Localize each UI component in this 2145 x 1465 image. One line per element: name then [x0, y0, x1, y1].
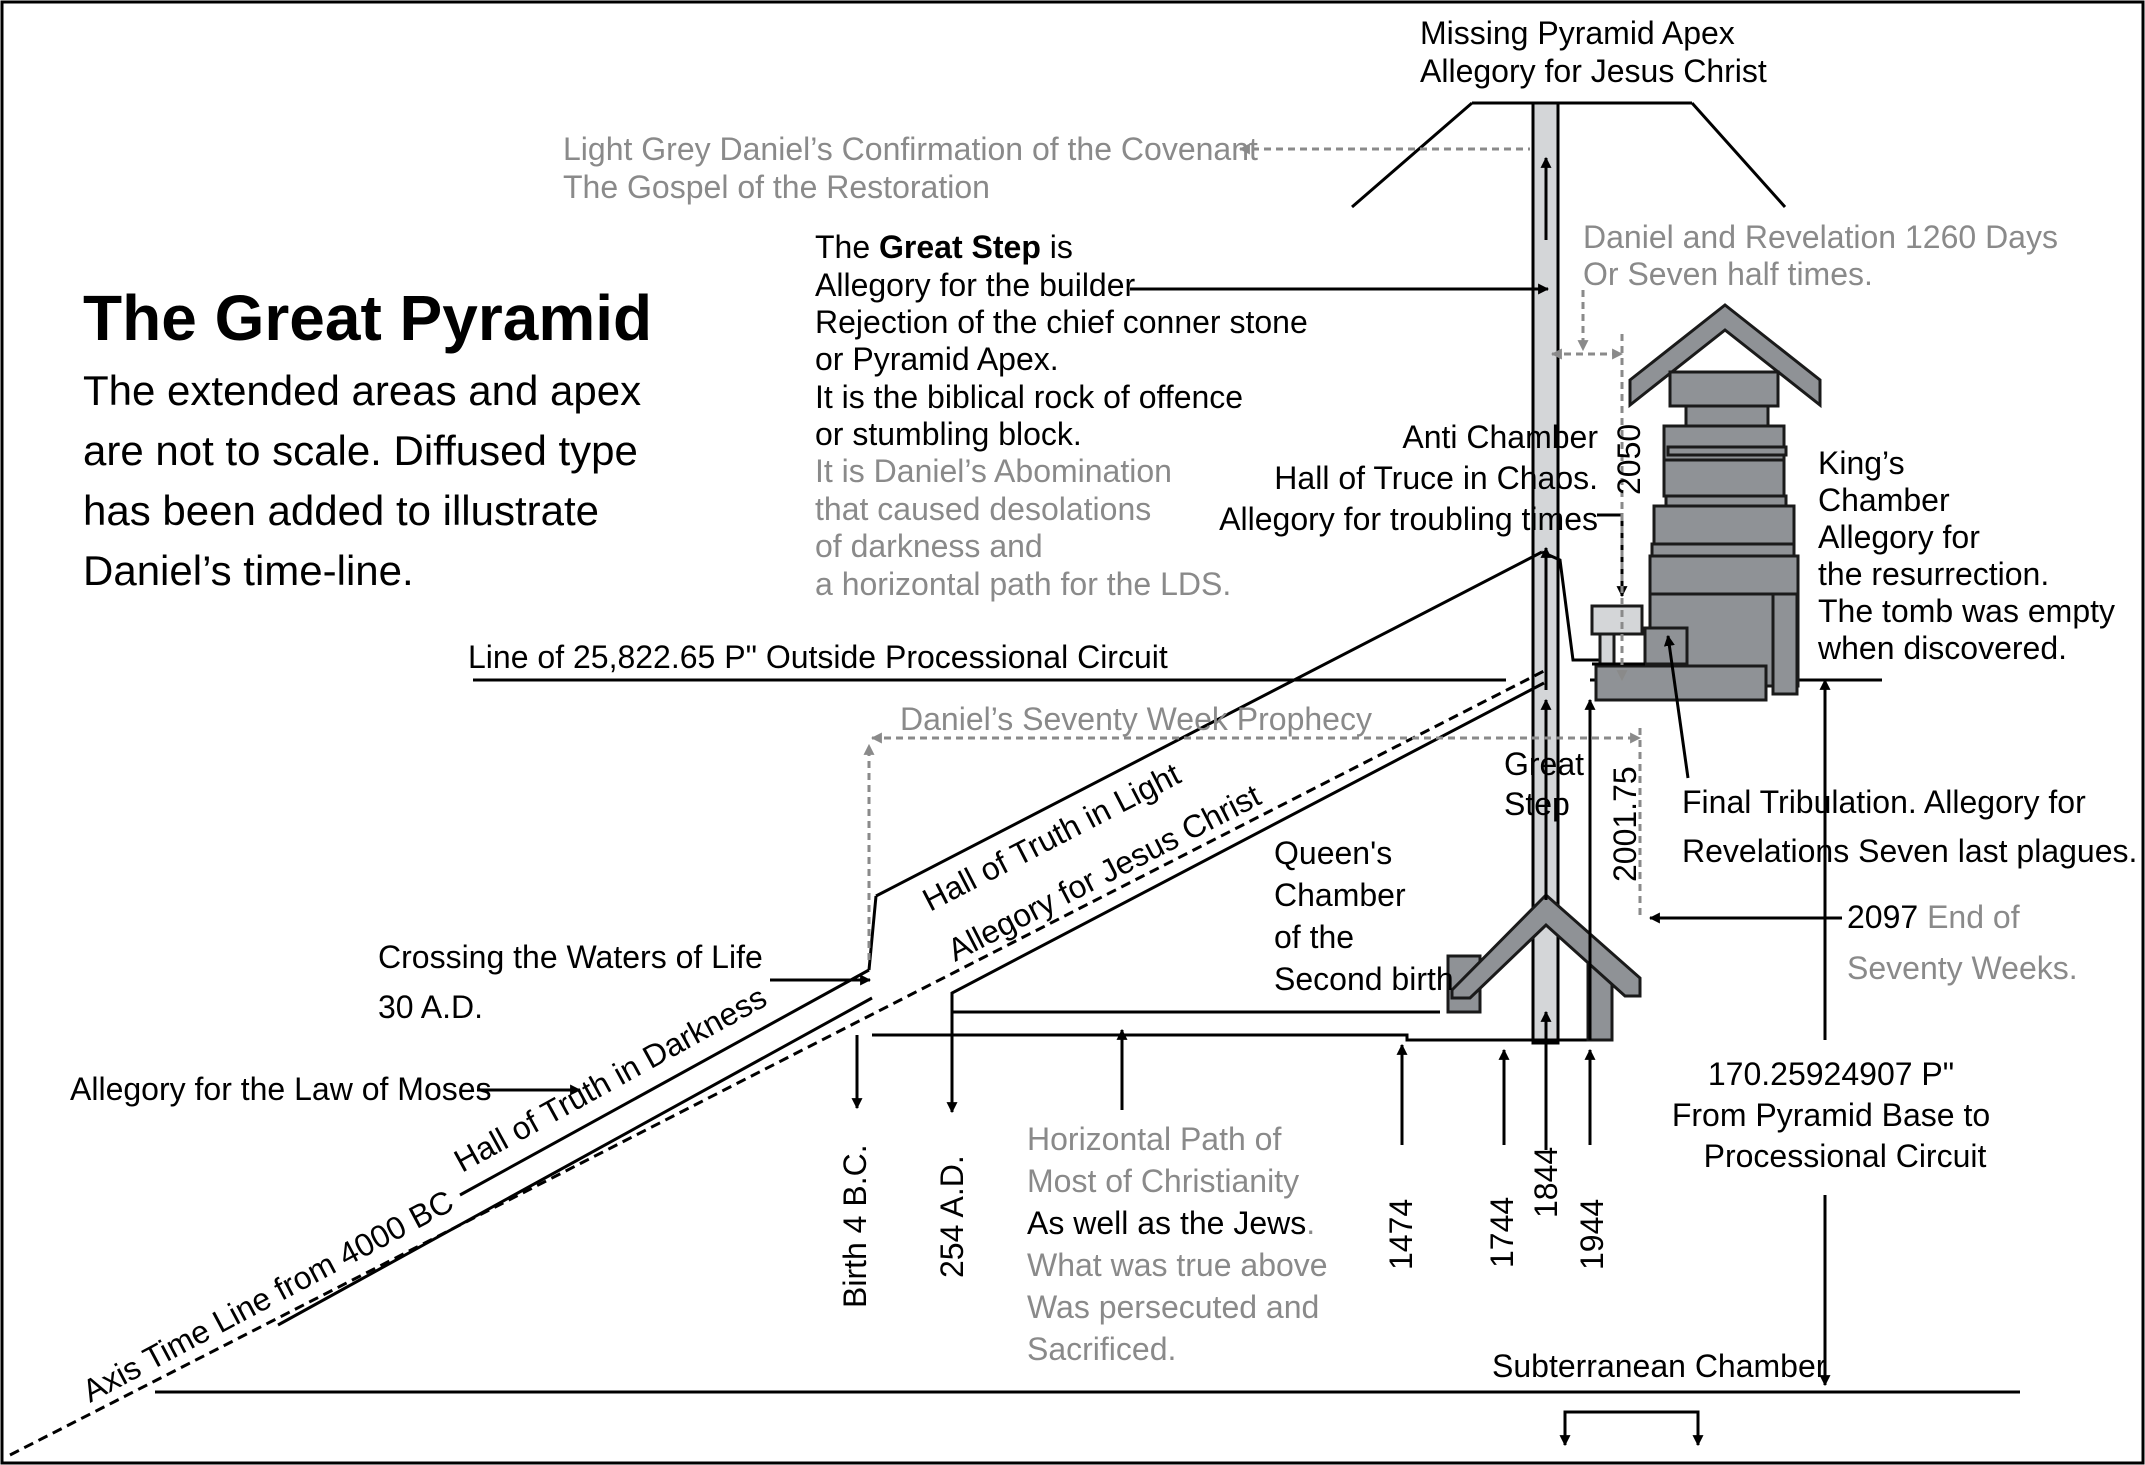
page-title: The Great Pyramid [83, 282, 652, 354]
great-step-line: Rejection of the chief conner stone [815, 304, 1308, 340]
horizontal-path-line: Sacrificed. [1027, 1331, 1176, 1367]
daniel-revelation-label: Daniel and Revelation 1260 Days [1583, 219, 2058, 255]
subterranean-label: Subterranean Chamber [1492, 1348, 1827, 1384]
great-step-line: It is the biblical rock of offence [815, 379, 1243, 415]
daniel-revelation-label: Or Seven half times. [1583, 256, 1873, 292]
apex-label: Missing Pyramid Apex [1420, 15, 1735, 51]
great-step-line: or Pyramid Apex. [815, 341, 1059, 377]
hall-darkness-line-upper [459, 968, 870, 1197]
great-step-line-grey: that caused desolations [815, 491, 1151, 527]
ad-254-label: 254 A.D. [934, 1155, 970, 1278]
great-step-line-grey: It is Daniel’s Abomination [815, 453, 1172, 489]
end-seventy-label: 2097 End of [1847, 899, 2020, 935]
great-step-label: Step [1504, 786, 1570, 822]
apex-left-side [1351, 101, 1473, 209]
year-2001-label: 2001.75 [1607, 766, 1643, 882]
apex-label: Allegory for Jesus Christ [1420, 53, 1767, 89]
base-measure-label: From Pyramid Base to [1672, 1097, 1990, 1133]
queens-chamber-line: Chamber [1274, 877, 1406, 913]
kings-chamber-line: Chamber [1818, 482, 1950, 518]
horizontal-path-line: Was persecuted and [1027, 1289, 1319, 1325]
crossing-label: 30 A.D. [378, 989, 483, 1025]
queens-chamber-line: of the [1274, 919, 1354, 955]
base-measure-label: 170.25924907 P" [1708, 1056, 1954, 1092]
christ-line [950, 681, 1545, 1012]
subtitle-line: The extended areas and apex [83, 367, 641, 414]
year-1844-label: 1844 [1528, 1147, 1564, 1218]
axis-line-label: Axis Time Line from 4000 BC [76, 1183, 459, 1409]
kings-chamber-room [1643, 626, 1689, 666]
great-step-label: Great [1504, 746, 1584, 782]
crossing-label: Crossing the Waters of Life [378, 939, 763, 975]
horizontal-path-line: Horizontal Path of [1027, 1121, 1281, 1157]
final-tribulation-label: Final Tribulation. Allegory for [1682, 784, 2086, 820]
great-step-line: Allegory for the builder [815, 267, 1136, 303]
axis-time-line [9, 669, 1545, 1457]
apex-right-side [1690, 102, 1787, 208]
year-1744-label: 1744 [1484, 1197, 1520, 1268]
birth-4bc-label: Birth 4 B.C. [837, 1144, 873, 1308]
kings-chamber-line: the resurrection. [1818, 556, 2049, 592]
queens-chamber [1446, 892, 1642, 1042]
final-tribulation-label: Revelations Seven last plagues. [1682, 833, 2137, 869]
horizontal-path-line: Most of Christianity [1027, 1163, 1299, 1199]
great-step-line-grey: of darkness and [815, 528, 1043, 564]
year-1474-label: 1474 [1383, 1199, 1419, 1270]
horizontal-path-text: Horizontal Path of Most of Christianity … [1027, 1121, 1328, 1367]
subtitle-line: Daniel’s time-line. [83, 547, 414, 594]
kings-chamber-text: King’s Chamber Allegory for the resurrec… [1817, 445, 2115, 666]
anti-chamber [1590, 604, 1645, 666]
covenant-label: Light Grey Daniel’s Confirmation of the … [563, 131, 1258, 167]
subtitle: The extended areas and apex are not to s… [83, 367, 641, 594]
kings-chamber-line: The tomb was empty [1818, 593, 2115, 629]
kings-roof [1628, 303, 1822, 409]
anti-chamber-label: Anti Chamber [1402, 419, 1598, 455]
great-step-line-grey: a horizontal path for the LDS. [815, 566, 1231, 602]
queens-chamber-line: Queen's [1274, 835, 1392, 871]
great-step-line: The Great Step is [815, 229, 1073, 265]
pyramid-structure [9, 101, 2020, 1457]
law-moses-label: Allegory for the Law of Moses [70, 1071, 492, 1107]
base-measure-label: Processional Circuit [1704, 1138, 1987, 1174]
covenant-label: The Gospel of the Restoration [563, 169, 990, 205]
horizontal-passage [872, 1033, 1607, 1042]
anti-chamber-label: Allegory for troubling times [1219, 501, 1598, 537]
anti-chamber-label: Hall of Truce in Chaos. [1274, 460, 1598, 496]
queens-chamber-text: Queen's Chamber of the Second birth [1274, 835, 1454, 997]
hall-darkness-line-lower [277, 996, 873, 1327]
subtitle-line: are not to scale. Diffused type [83, 427, 638, 474]
queens-chamber-line: Second birth [1274, 961, 1454, 997]
vertical-labels: Birth 4 B.C. 254 A.D. 1474 1744 1844 194… [837, 424, 1647, 1308]
seventy-week-label: Daniel’s Seventy Week Prophecy [900, 701, 1372, 737]
grey-arrows [863, 143, 1642, 960]
subtitle-line: has been added to illustrate [83, 487, 599, 534]
year-1944-label: 1944 [1574, 1199, 1610, 1270]
hall-light-line [875, 550, 1543, 898]
great-step-block: The Great Step is Allegory for the build… [815, 229, 1308, 602]
horizontal-path-line: What was true above [1027, 1247, 1328, 1283]
year-2050-label: 2050 [1611, 424, 1647, 495]
kings-chamber-line: when discovered. [1817, 630, 2067, 666]
outside-circuit-label: Line of 25,822.65 P" Outside Processiona… [468, 639, 1168, 675]
end-seventy-label: Seventy Weeks. [1847, 950, 2078, 986]
horizontal-path-line: As well as the Jews. [1027, 1205, 1315, 1241]
kings-chamber-stones [1594, 370, 1800, 702]
kings-chamber-line: Allegory for [1818, 519, 1980, 555]
great-step-line: or stumbling block. [815, 416, 1082, 452]
kings-chamber-line: King’s [1818, 445, 1905, 481]
